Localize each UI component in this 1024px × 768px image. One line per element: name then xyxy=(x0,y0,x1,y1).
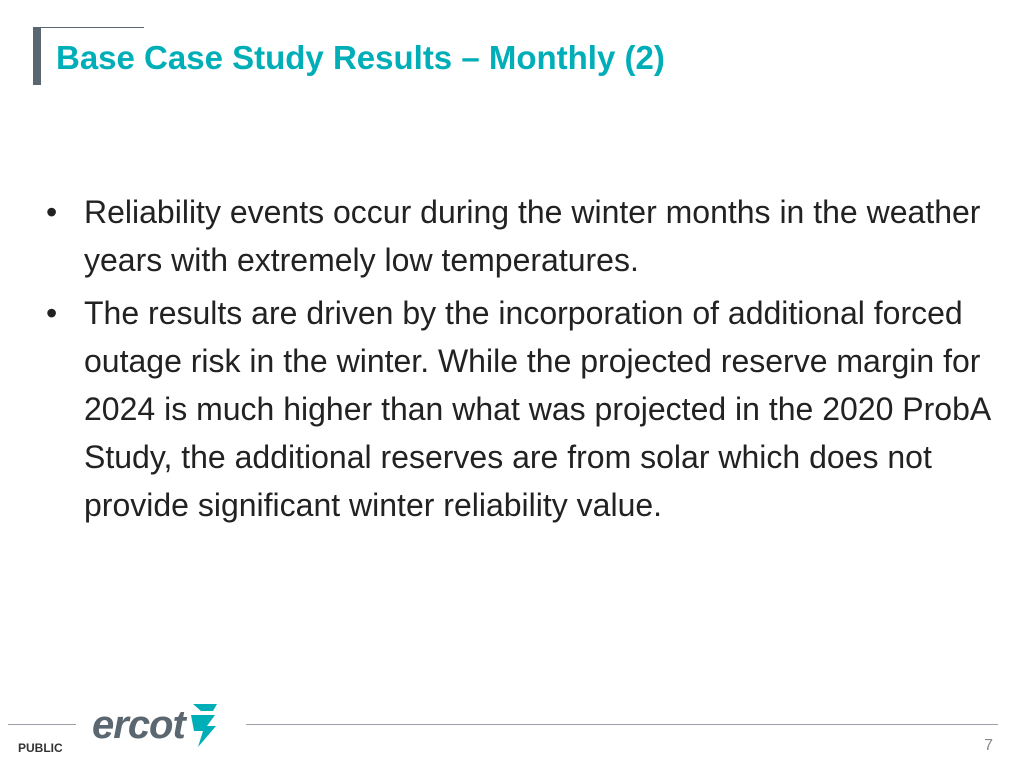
classification-label: PUBLIC xyxy=(18,741,63,755)
bullet-text: The results are driven by the incorporat… xyxy=(84,295,990,523)
title-accent-bar xyxy=(33,27,41,85)
bullet-item: • Reliability events occur during the wi… xyxy=(40,188,990,284)
page-number: 7 xyxy=(984,737,993,754)
ercot-logo: ercot xyxy=(92,700,221,750)
footer-divider-right xyxy=(246,724,998,725)
title-accent-rule xyxy=(41,27,144,28)
logo-wordmark: ercot xyxy=(92,703,186,747)
bullet-item: • The results are driven by the incorpor… xyxy=(40,289,990,529)
bullet-list: • Reliability events occur during the wi… xyxy=(40,188,990,534)
footer-divider-left xyxy=(8,724,76,725)
ercot-bolt-icon xyxy=(190,704,217,747)
bullet-marker: • xyxy=(46,194,58,230)
slide-title: Base Case Study Results – Monthly (2) xyxy=(56,39,665,76)
bullet-marker: • xyxy=(46,295,58,331)
bullet-text: Reliability events occur during the wint… xyxy=(84,194,981,278)
